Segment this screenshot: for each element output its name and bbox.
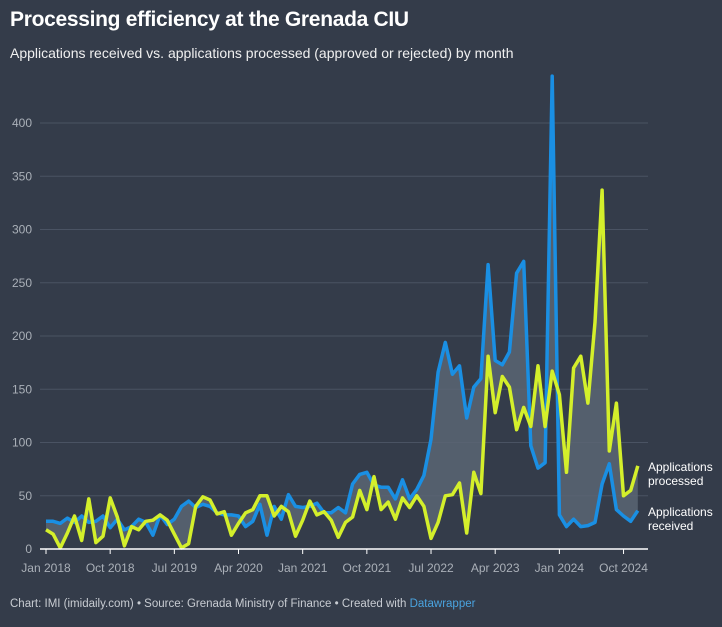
x-tick-label: Apr 2023 [471, 561, 520, 575]
gap-area [46, 76, 638, 548]
y-tick-label: 0 [25, 542, 32, 556]
footer-source: Chart: IMI (imidaily.com) • Source: Gren… [10, 598, 410, 610]
x-axis: Jan 2018 Oct 2018 Jul 2019 Apr 2020 Jan 2021… [21, 548, 648, 575]
x-tick-label: Jan 2024 [535, 561, 585, 575]
processed-label: Applications [648, 460, 713, 474]
end-labels: ApplicationsreceivedApplicationsprocesse… [648, 460, 713, 533]
y-tick-label: 400 [12, 116, 32, 130]
x-tick-label: Jan 2018 [21, 561, 71, 575]
chart-footer: Chart: IMI (imidaily.com) • Source: Gren… [10, 598, 475, 610]
received-line [46, 74, 640, 537]
series-lines [45, 74, 640, 550]
difference-area [46, 76, 638, 548]
x-tick-label: Jan 2021 [278, 561, 328, 575]
x-tick-label: Oct 2021 [342, 561, 391, 575]
chart-subtitle: Applications received vs. applications p… [10, 45, 514, 61]
x-tick-label: Jul 2022 [408, 561, 454, 575]
chart-title: Processing efficiency at the Grenada CIU [10, 8, 409, 31]
y-tick-label: 200 [12, 329, 32, 343]
received-label: received [648, 519, 693, 533]
x-tick-label: Jul 2019 [152, 561, 198, 575]
processed-line [45, 188, 640, 550]
x-tick-label: Oct 2024 [599, 561, 648, 575]
received-label: Applications [648, 505, 713, 519]
y-tick-label: 50 [19, 489, 33, 503]
y-tick-label: 150 [12, 382, 32, 396]
y-tick-label: 350 [12, 169, 32, 183]
x-tick-label: Oct 2018 [86, 561, 135, 575]
y-tick-label: 250 [12, 276, 32, 290]
y-tick-label: 300 [12, 223, 32, 237]
processed-label: processed [648, 474, 703, 488]
datawrapper-link[interactable]: Datawrapper [409, 598, 476, 610]
x-tick-label: Apr 2020 [214, 561, 263, 575]
y-tick-label: 100 [12, 436, 32, 450]
